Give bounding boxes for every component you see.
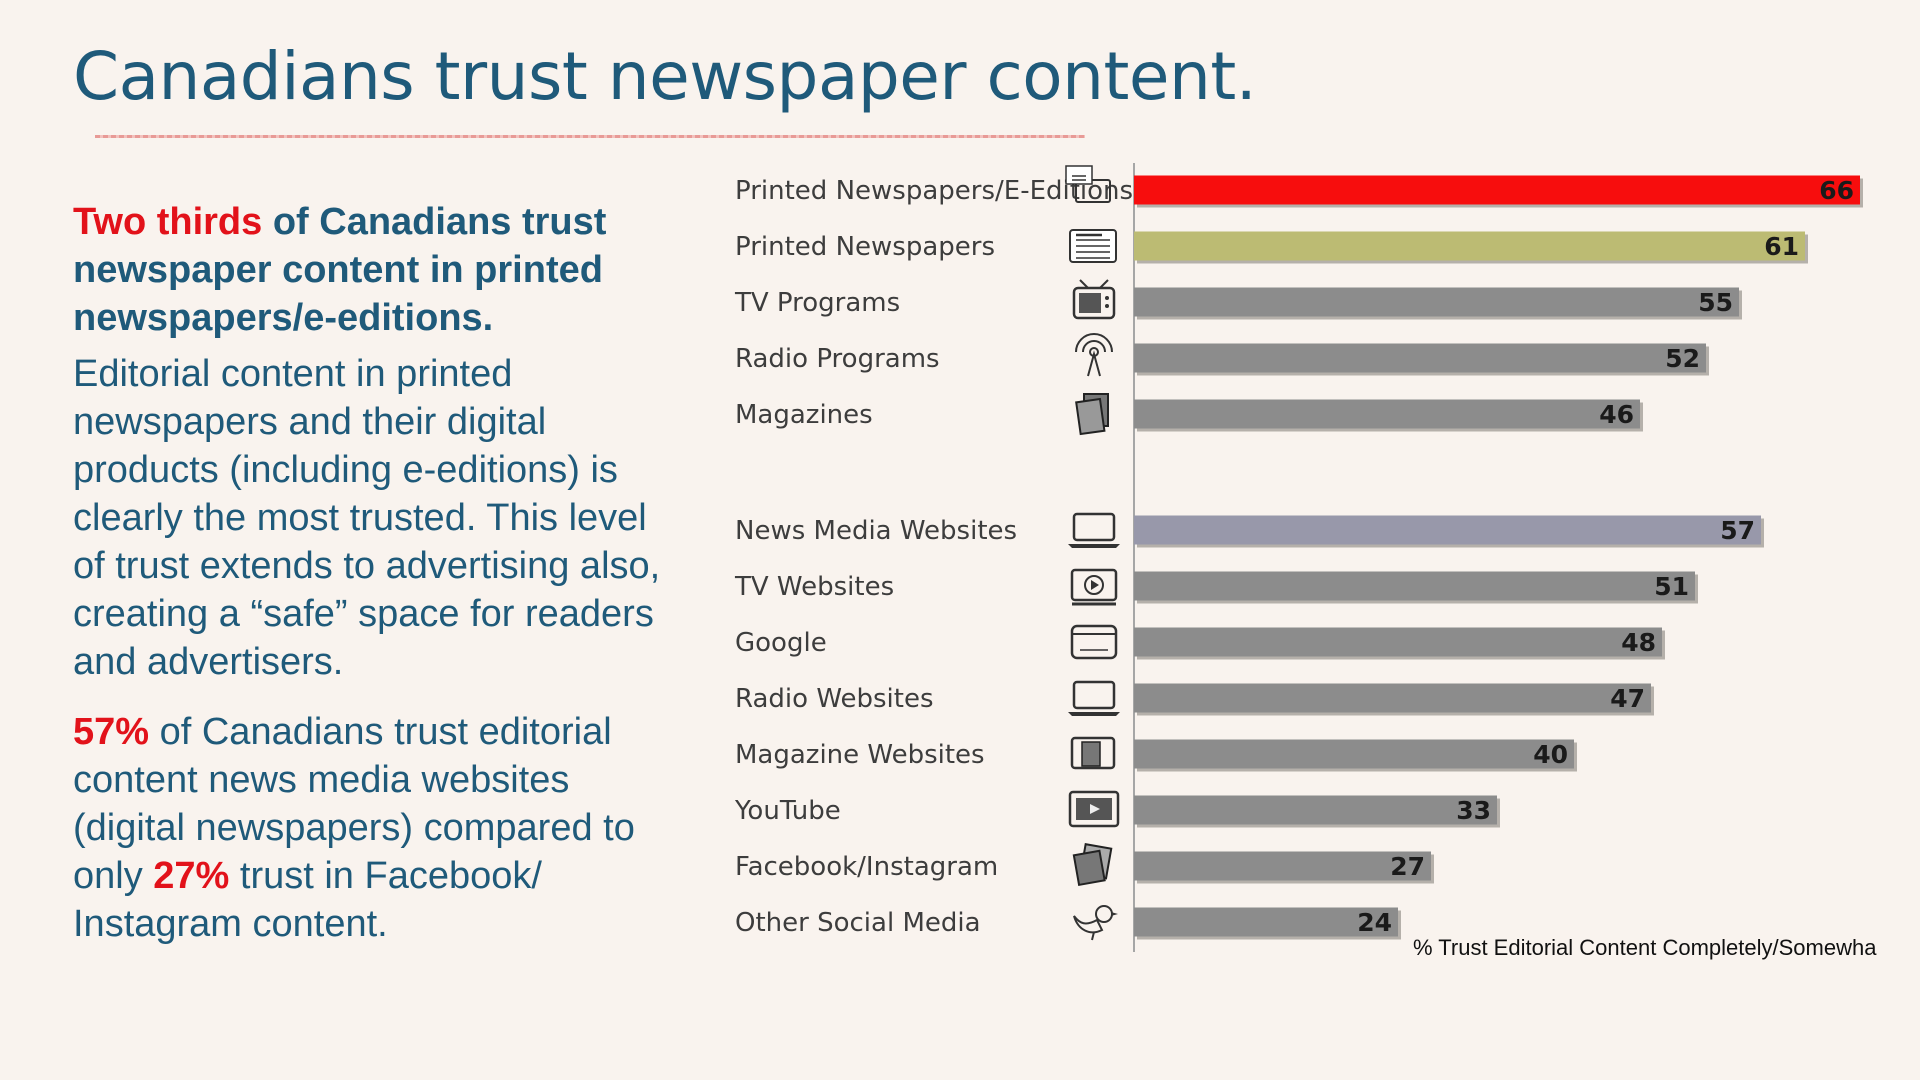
data-label: 33 [1456,796,1491,825]
browser-window-icon [1070,624,1118,660]
laptop-icon [1068,680,1120,716]
laptop-icon [1068,512,1120,548]
comparison-text-1: of Canadians trust editorial content new… [73,711,635,897]
bar [1134,739,1574,769]
chart-caption: % Trust Editorial Content Completely/Som… [1413,935,1877,960]
title-underline [95,135,1085,138]
category-label: Radio Websites [735,684,934,714]
category-label: TV Websites [734,572,894,602]
bar [1134,683,1651,713]
bar [1134,343,1706,373]
radio-tower-icon [1075,333,1113,377]
paragraph-editorial: Editorial content in printed newspapers … [73,353,661,683]
bar [1134,231,1805,261]
bar [1134,907,1398,937]
page-title: Canadians trust newspaper content. [73,38,1257,115]
category-label: YouTube [734,796,841,826]
bar [1134,287,1739,317]
category-label: Google [735,628,827,658]
lead-accent: Two thirds [73,201,263,243]
magazines-icon [1075,393,1109,436]
lead-statement: Two thirds of Canadians trust newspaper … [73,198,673,342]
summary-text: Two thirds of Canadians trust newspaper … [73,198,673,948]
data-label: 57 [1720,516,1755,545]
data-label: 47 [1610,684,1645,713]
bar [1134,627,1662,657]
category-label: TV Programs [734,288,900,318]
bar [1134,175,1860,205]
category-label: Facebook/Instagram [735,852,998,882]
bar [1134,399,1640,429]
category-label: News Media Websites [735,516,1017,546]
photos-icon [1072,843,1113,887]
bar [1134,515,1761,545]
category-label: Other Social Media [735,908,981,938]
data-label: 51 [1654,572,1689,601]
data-label: 48 [1621,628,1656,657]
data-label: 52 [1665,344,1700,373]
data-label: 46 [1599,400,1634,429]
category-label: Radio Programs [735,344,940,374]
category-label: Printed Newspapers [735,232,995,262]
video-screen-icon [1070,568,1118,606]
bar [1134,851,1431,881]
data-label: 66 [1819,176,1854,205]
tv-icon [1072,279,1116,320]
youtube-screen-icon [1068,790,1120,828]
magazine-tablet-icon [1070,736,1116,770]
data-label: 40 [1533,740,1568,769]
bird-icon [1073,905,1118,941]
pct-news-websites: 57% [73,711,150,753]
bar [1134,571,1695,601]
data-label: 27 [1390,852,1425,881]
lead-rest: of Canadians trust newspaper content in … [73,201,607,339]
newspaper-icon [1069,229,1117,263]
bar [1134,795,1497,825]
data-label: 55 [1698,288,1733,317]
data-label: 61 [1764,232,1799,261]
category-label: Magazine Websites [735,740,985,770]
paragraph-comparison: 57% of Canadians trust editorial content… [73,708,673,948]
comparison-text-2: trust in Facebook/ Instagram content. [73,855,542,945]
category-label: Magazines [735,400,873,430]
newspaper-laptop-icon [1065,165,1111,203]
data-label: 24 [1357,908,1392,937]
pct-facebook: 27% [153,855,230,897]
